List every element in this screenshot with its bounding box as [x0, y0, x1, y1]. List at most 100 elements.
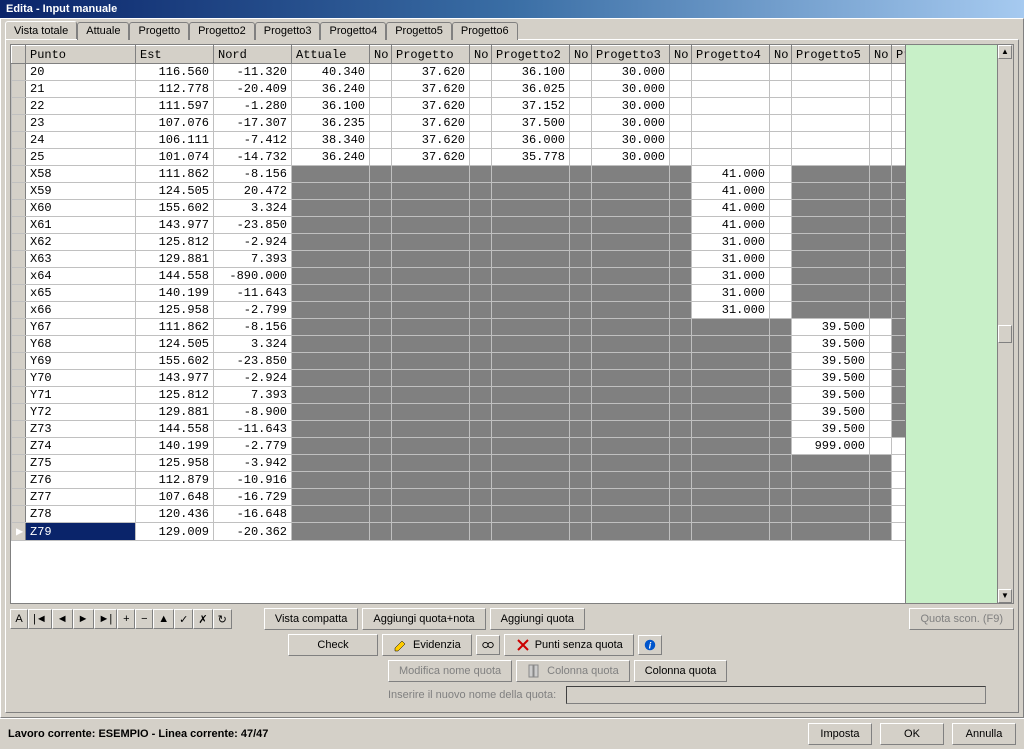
cell[interactable]: -17.307	[214, 115, 292, 132]
cell[interactable]: 30.000	[592, 64, 670, 81]
cell[interactable]	[370, 149, 392, 166]
cell[interactable]	[792, 149, 870, 166]
cell[interactable]	[370, 302, 392, 319]
colonna-quota-button-2[interactable]: Colonna quota	[634, 660, 728, 682]
cell[interactable]	[670, 404, 692, 421]
col-header-no[interactable]: No	[770, 46, 792, 64]
cell[interactable]: 36.990	[892, 455, 906, 472]
cell-punto[interactable]: X59	[26, 183, 136, 200]
vertical-scrollbar[interactable]: ▲ ▼	[997, 45, 1013, 603]
cell[interactable]: 37.152	[492, 98, 570, 115]
cell[interactable]	[770, 149, 792, 166]
cell[interactable]	[570, 285, 592, 302]
cell[interactable]	[292, 489, 370, 506]
cell[interactable]	[292, 200, 370, 217]
cell[interactable]	[792, 64, 870, 81]
cell[interactable]	[592, 506, 670, 523]
cell[interactable]	[670, 268, 692, 285]
nav-btn-2[interactable]: ◄	[52, 609, 73, 629]
cell[interactable]	[792, 506, 870, 523]
cell[interactable]	[870, 387, 892, 404]
col-header-no[interactable]: No	[870, 46, 892, 64]
cell[interactable]	[570, 438, 592, 455]
table-row[interactable]: x65140.199-11.64331.000	[12, 285, 906, 302]
cell-punto[interactable]: 24	[26, 132, 136, 149]
table-row[interactable]: x64144.558-890.00031.000	[12, 268, 906, 285]
cell[interactable]: 39.500	[792, 353, 870, 370]
cell[interactable]: 106.111	[136, 132, 214, 149]
cell[interactable]	[492, 506, 570, 523]
cell[interactable]: 3.324	[214, 200, 292, 217]
cell[interactable]: 143.977	[136, 217, 214, 234]
cell[interactable]	[592, 353, 670, 370]
data-grid[interactable]: PuntoEstNordAttualeNoProgettoNoProgetto2…	[11, 45, 905, 541]
scroll-down-button[interactable]: ▼	[998, 589, 1012, 603]
cell[interactable]	[670, 183, 692, 200]
cell[interactable]	[792, 523, 870, 541]
nav-btn-6[interactable]: −	[135, 609, 153, 629]
cell[interactable]: -8.156	[214, 319, 292, 336]
table-row[interactable]: X58111.862-8.15641.000	[12, 166, 906, 183]
cell[interactable]	[770, 506, 792, 523]
cell[interactable]: 36.025	[492, 81, 570, 98]
col-header-est[interactable]: Est	[136, 46, 214, 64]
cell[interactable]	[370, 183, 392, 200]
cell[interactable]	[770, 302, 792, 319]
cell[interactable]	[770, 166, 792, 183]
cell[interactable]	[570, 166, 592, 183]
cell[interactable]	[292, 183, 370, 200]
tab-vista-totale[interactable]: Vista totale	[5, 21, 77, 39]
cell[interactable]	[770, 251, 792, 268]
cell[interactable]: 30.000	[592, 81, 670, 98]
cell[interactable]: -2.924	[214, 370, 292, 387]
cell[interactable]	[370, 217, 392, 234]
cell[interactable]	[892, 251, 906, 268]
cell[interactable]	[570, 472, 592, 489]
cell[interactable]	[792, 234, 870, 251]
cell[interactable]	[870, 353, 892, 370]
cell[interactable]	[692, 336, 770, 353]
imposta-button[interactable]: Imposta	[808, 723, 872, 745]
cell[interactable]	[492, 268, 570, 285]
cell[interactable]	[370, 523, 392, 541]
cell-punto[interactable]: X61	[26, 217, 136, 234]
cell[interactable]	[570, 251, 592, 268]
cell[interactable]	[892, 200, 906, 217]
cell[interactable]	[492, 421, 570, 438]
cell[interactable]	[670, 438, 692, 455]
annulla-button[interactable]: Annulla	[952, 723, 1016, 745]
cell[interactable]	[570, 302, 592, 319]
nav-btn-10[interactable]: ↻	[213, 609, 232, 629]
cell[interactable]: 30.000	[592, 98, 670, 115]
table-row[interactable]: Y69155.602-23.85039.500	[12, 353, 906, 370]
cell[interactable]: 39.500	[792, 370, 870, 387]
cell[interactable]: 37.220	[892, 506, 906, 523]
aggiungi-quota-nota-button[interactable]: Aggiungi quota+nota	[362, 608, 485, 630]
cell[interactable]	[370, 98, 392, 115]
cell[interactable]	[670, 149, 692, 166]
cell[interactable]	[292, 387, 370, 404]
cell[interactable]	[770, 64, 792, 81]
cell[interactable]: 39.500	[792, 319, 870, 336]
cell[interactable]: 36.235	[292, 115, 370, 132]
cell[interactable]	[292, 506, 370, 523]
tab-attuale[interactable]: Attuale	[77, 22, 129, 40]
col-header-punto[interactable]: Punto	[26, 46, 136, 64]
cell[interactable]: -16.648	[214, 506, 292, 523]
cell[interactable]: 129.881	[136, 251, 214, 268]
cell[interactable]: 124.505	[136, 336, 214, 353]
cell[interactable]: -20.362	[214, 523, 292, 541]
cell-punto[interactable]: X63	[26, 251, 136, 268]
col-header-progetto4[interactable]: Progetto4	[692, 46, 770, 64]
cell-punto[interactable]: Z79	[26, 523, 136, 541]
cell[interactable]	[692, 115, 770, 132]
cell[interactable]	[892, 132, 906, 149]
cell[interactable]	[470, 421, 492, 438]
cell[interactable]: 107.648	[136, 489, 214, 506]
cell[interactable]	[470, 370, 492, 387]
cell[interactable]	[670, 98, 692, 115]
cell[interactable]: -16.729	[214, 489, 292, 506]
cell[interactable]: -8.900	[214, 404, 292, 421]
cell[interactable]	[892, 81, 906, 98]
cell[interactable]: -2.799	[214, 302, 292, 319]
